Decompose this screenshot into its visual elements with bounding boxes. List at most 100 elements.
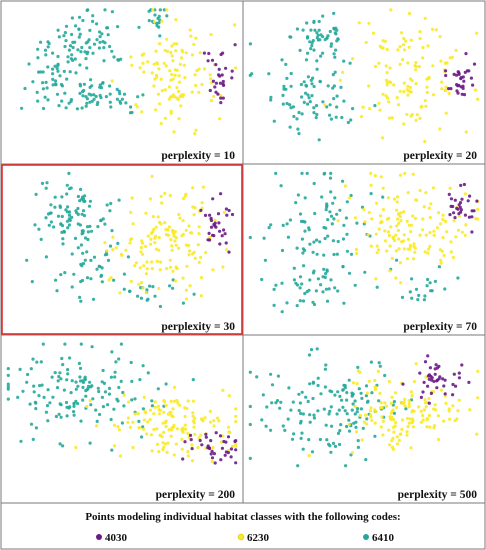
- scatter-point-yellow: [175, 86, 179, 90]
- scatter-point-teal: [53, 64, 57, 68]
- scatter-point-yellow: [169, 50, 173, 55]
- scatter-point-purple: [233, 43, 237, 47]
- scatter-point-yellow: [152, 427, 156, 432]
- scatter-point-yellow: [367, 21, 371, 25]
- scatter-point-yellow: [200, 82, 204, 87]
- scatter-point-teal: [300, 282, 304, 286]
- scatter-point-teal: [373, 104, 377, 108]
- scatter-point-yellow: [387, 216, 391, 220]
- scatter-point-teal: [74, 399, 78, 403]
- scatter-point-teal: [81, 94, 85, 98]
- scatter-point-teal: [147, 19, 151, 23]
- scatter-point-teal: [335, 252, 339, 256]
- scatter-point-teal: [299, 82, 303, 87]
- scatter-point-teal: [313, 28, 317, 32]
- scatter-point-purple: [449, 204, 453, 208]
- scatter-point-teal: [83, 236, 88, 240]
- scatter-point-teal: [308, 278, 312, 282]
- scatter-point-yellow: [441, 213, 445, 217]
- scatter-point-teal: [84, 394, 88, 398]
- scatter-point-teal: [129, 105, 133, 109]
- scatter-point-teal: [109, 417, 113, 422]
- scatter-point-teal: [62, 388, 66, 392]
- scatter-point-teal: [88, 380, 92, 384]
- scatter-point-yellow: [157, 286, 161, 291]
- scatter-point-teal: [321, 14, 325, 18]
- scatter-point-yellow: [177, 74, 181, 78]
- scatter-point-teal: [63, 44, 67, 49]
- legend-marker-4030: [96, 534, 102, 540]
- scatter-point-teal: [324, 208, 328, 212]
- scatter-point-teal: [103, 41, 107, 45]
- scatter-point-purple: [435, 386, 439, 390]
- scatter-point-teal: [318, 240, 322, 244]
- scatter-point-purple: [451, 382, 455, 387]
- scatter-point-teal: [103, 253, 107, 257]
- scatter-point-teal: [326, 34, 330, 38]
- scatter-point-teal: [95, 267, 99, 271]
- scatter-point-purple: [443, 378, 447, 382]
- scatter-point-yellow: [201, 419, 205, 423]
- scatter-point-teal: [95, 102, 99, 107]
- scatter-point-purple: [220, 446, 224, 450]
- scatter-point-yellow: [423, 398, 427, 402]
- scatter-point-yellow: [180, 48, 184, 52]
- scatter-point-teal: [88, 28, 92, 32]
- scatter-point-purple: [234, 461, 238, 465]
- scatter-point-teal: [316, 33, 320, 37]
- scatter-point-teal: [357, 387, 361, 391]
- scatter-point-teal: [315, 112, 319, 117]
- scatter-point-teal: [21, 389, 25, 393]
- scatter-point-yellow: [169, 109, 173, 113]
- scatter-point-purple: [217, 73, 221, 77]
- scatter-point-teal: [78, 84, 83, 88]
- scatter-point-teal: [118, 92, 122, 96]
- scatter-point-yellow: [397, 103, 401, 107]
- scatter-point-teal: [343, 386, 347, 390]
- scatter-point-teal: [248, 370, 252, 374]
- scatter-point-teal: [56, 214, 61, 218]
- scatter-point-teal: [6, 397, 10, 401]
- scatter-point-yellow: [394, 276, 398, 280]
- scatter-point-yellow: [402, 81, 406, 85]
- scatter-point-yellow: [180, 437, 184, 441]
- scatter-point-yellow: [401, 401, 405, 405]
- scatter-point-teal: [284, 87, 288, 91]
- scatter-point-yellow: [118, 291, 122, 295]
- scatter-point-teal: [85, 225, 90, 229]
- scatter-point-yellow: [175, 427, 180, 431]
- scatter-point-yellow: [159, 77, 163, 81]
- scatter-point-purple: [207, 51, 211, 56]
- scatter-point-teal: [298, 401, 302, 405]
- scatter-point-yellow: [184, 288, 188, 292]
- scatter-point-teal: [70, 32, 74, 37]
- scatter-point-teal: [67, 223, 71, 227]
- scatter-point-teal: [306, 51, 310, 55]
- scatter-point-teal: [85, 66, 89, 70]
- scatter-point-teal: [109, 375, 113, 379]
- scatter-point-yellow: [234, 420, 238, 424]
- scatter-point-teal: [87, 92, 91, 96]
- scatter-point-yellow: [169, 434, 173, 438]
- scatter-point-yellow: [222, 210, 226, 214]
- scatter-point-yellow: [380, 415, 384, 419]
- scatter-point-teal: [162, 8, 166, 12]
- scatter-point-yellow: [154, 49, 158, 53]
- scatter-point-teal: [311, 300, 315, 304]
- scatter-point-teal: [117, 385, 121, 390]
- scatter-point-yellow: [168, 410, 172, 414]
- scatter-point-yellow: [187, 253, 191, 257]
- scatter-point-yellow: [85, 404, 89, 409]
- scatter-point-teal: [69, 98, 73, 102]
- scatter-point-yellow: [150, 267, 154, 271]
- scatter-point-yellow: [374, 410, 378, 414]
- scatter-point-teal: [347, 418, 351, 422]
- scatter-point-yellow: [179, 104, 183, 108]
- scatter-point-teal: [303, 248, 307, 252]
- scatter-point-teal: [171, 278, 175, 282]
- scatter-point-purple: [462, 182, 466, 187]
- scatter-point-teal: [65, 183, 69, 187]
- scatter-point-teal: [130, 398, 134, 402]
- scatter-point-yellow: [408, 90, 412, 94]
- scatter-point-teal: [280, 58, 284, 62]
